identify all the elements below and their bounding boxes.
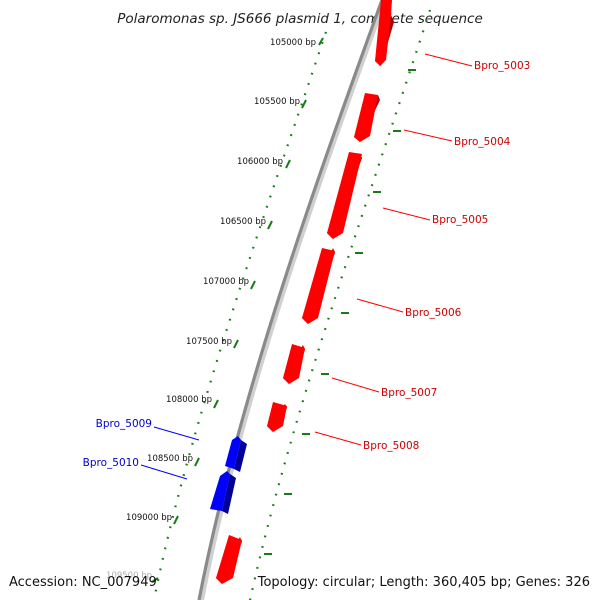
- gene-body: [225, 436, 241, 469]
- gene-body: [283, 344, 305, 384]
- tick-label: 107500 bp: [186, 337, 232, 347]
- gene-label-bpro-5009[interactable]: Bpro_5009: [96, 418, 152, 430]
- position-tick: 109000 bp: [126, 513, 179, 525]
- tick-label: 108000 bp: [166, 395, 212, 405]
- gene-labels: Bpro_5003 Bpro_5004 Bpro_5005 Bpro_5006 …: [83, 53, 530, 480]
- gene-arrow-forward[interactable]: [267, 402, 287, 432]
- gene-side: [222, 474, 236, 514]
- gene-label-bpro-5010[interactable]: Bpro_5010: [83, 457, 139, 469]
- position-tick: 107500 bp: [186, 337, 239, 349]
- gene-arrow-forward[interactable]: [216, 535, 242, 584]
- gene-arrow-forward[interactable]: [327, 152, 362, 239]
- tick-label: 105000 bp: [270, 38, 316, 48]
- gene-arrow-forward[interactable]: [375, 0, 394, 66]
- inner-position-ring: [152, 31, 328, 600]
- gene-side: [234, 440, 247, 472]
- gene-label-bpro-5005[interactable]: Bpro_5005: [432, 214, 488, 226]
- tick-label: 109500 bp: [106, 571, 152, 581]
- position-tick: 108000 bp: [166, 395, 219, 409]
- tick-label: 106500 bp: [220, 217, 266, 227]
- gene-body: [302, 248, 335, 324]
- backbone-ring-shadow: [198, 0, 387, 600]
- gene-label-bpro-5003[interactable]: Bpro_5003: [474, 60, 530, 72]
- gene-label-bpro-5004[interactable]: Bpro_5004: [454, 136, 511, 148]
- gene-arrow-forward[interactable]: [302, 248, 335, 324]
- gene-arrow-reverse[interactable]: [225, 436, 247, 472]
- gene-body: [267, 402, 287, 432]
- gene-label-bpro-5008[interactable]: Bpro_5008: [363, 440, 419, 452]
- gene-body: [327, 152, 362, 239]
- outer-ring-ticks: [264, 69, 416, 555]
- gene-body: [354, 93, 378, 142]
- position-tick: 106000 bp: [237, 157, 291, 169]
- tick-label: 108500 bp: [147, 454, 193, 464]
- gene-label-bpro-5006[interactable]: Bpro_5006: [405, 307, 462, 319]
- position-tick: 105000 bp: [270, 37, 324, 48]
- position-tick: 107000 bp: [203, 277, 256, 290]
- gene-arrow-forward[interactable]: [283, 344, 305, 384]
- tick-label: 109000 bp: [126, 513, 172, 523]
- topology-label: Topology: circular; Length: 360,405 bp; …: [257, 575, 590, 590]
- position-tick: 105500 bp: [254, 97, 307, 109]
- gene-body: [216, 535, 242, 584]
- gene-arrow-reverse[interactable]: [210, 471, 236, 514]
- position-tick: 108500 bp: [147, 454, 200, 467]
- gene-body: [210, 471, 230, 511]
- position-tick: 106500 bp: [220, 217, 273, 230]
- tick-label: 105500 bp: [254, 97, 300, 107]
- position-tick: 109500 bp: [106, 571, 159, 583]
- gene-body: [375, 0, 392, 66]
- gene-arrow-forward[interactable]: [354, 93, 380, 142]
- map-title: Polaromonas sp. JS666 plasmid 1, complet…: [117, 11, 483, 27]
- position-ticks: 105000 bp 105500 bp 106000 bp 106500 bp …: [106, 37, 324, 583]
- tick-label: 106000 bp: [237, 157, 283, 167]
- tick-label: 107000 bp: [203, 277, 249, 287]
- reverse-genes: [210, 436, 247, 514]
- gene-label-bpro-5007[interactable]: Bpro_5007: [381, 387, 437, 399]
- forward-genes: [216, 0, 394, 584]
- accession-label: Accession: NC_007949: [9, 575, 157, 590]
- backbone-ring: [197, 0, 384, 600]
